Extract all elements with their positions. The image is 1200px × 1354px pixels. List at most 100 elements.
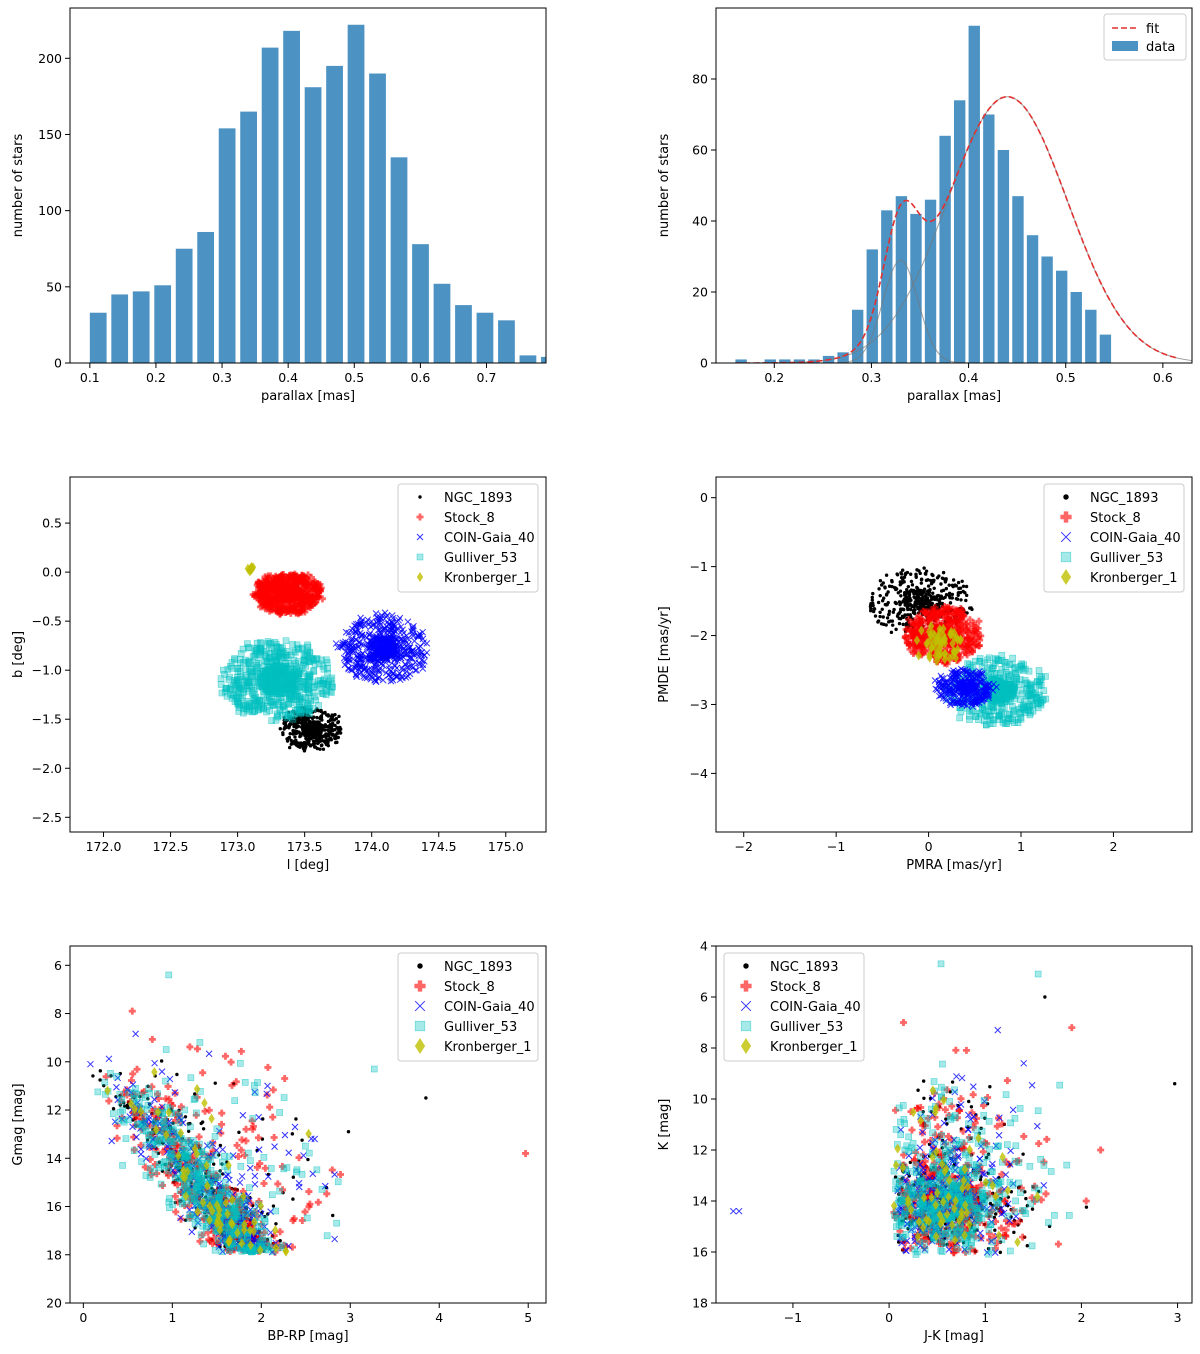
- data-point-ngc-1893: [98, 1078, 102, 1082]
- data-point-ngc-1893: [910, 583, 915, 587]
- data-point-gulliver-53: [957, 708, 965, 715]
- data-point-ngc-1893: [914, 572, 918, 576]
- data-point-gulliver-53: [1009, 702, 1016, 710]
- x-axis-label: parallax [mas]: [261, 389, 355, 404]
- data-point-gulliver-53: [248, 673, 255, 680]
- data-point-gulliver-53: [1009, 654, 1016, 662]
- data-point-ngc-1893: [315, 723, 319, 728]
- data-point-ngc-1893: [186, 1129, 191, 1133]
- data-point-gulliver-53: [1000, 676, 1008, 683]
- data-point-coin-gaia-40: [948, 678, 955, 685]
- data-point-coin-gaia-40: [342, 638, 349, 646]
- data-point-gulliver-53: [225, 676, 233, 683]
- data-point-stock-8: [922, 648, 930, 656]
- x-tick-label: 0: [925, 839, 933, 854]
- data-point-coin-gaia-40: [389, 670, 396, 678]
- histogram-bar: [1085, 309, 1097, 363]
- histogram-bar: [132, 291, 150, 363]
- data-point-coin-gaia-40: [404, 618, 412, 626]
- data-point-gulliver-53: [277, 690, 285, 698]
- data-point-ngc-1893: [869, 607, 873, 611]
- data-point-gulliver-53: [258, 683, 266, 691]
- data-point-gulliver-53: [1019, 667, 1027, 674]
- data-point-gulliver-53: [265, 691, 273, 699]
- data-point-coin-gaia-40: [370, 644, 378, 652]
- data-point-gulliver-53: [1000, 704, 1008, 711]
- data-point-ngc-1893: [921, 602, 925, 607]
- legend-label: Gulliver_53: [444, 551, 517, 566]
- data-point-ngc-1893: [959, 598, 963, 602]
- data-point-gulliver-53: [257, 652, 265, 660]
- data-point-coin-gaia-40: [355, 643, 362, 651]
- data-point-ngc-1893: [333, 723, 337, 728]
- data-point-coin-gaia-40: [382, 613, 390, 621]
- data-point-gulliver-53: [251, 685, 259, 692]
- data-point-coin-gaia-40: [955, 684, 963, 692]
- data-point-gulliver-53: [236, 704, 243, 711]
- data-point-stock-8: [318, 595, 326, 603]
- chart-panel-p4: NGC_1893Stock_8COIN-Gaia_40Gulliver_53Kr…: [657, 476, 1193, 873]
- data-point-gulliver-53: [301, 652, 309, 659]
- data-point-gulliver-53: [1002, 663, 1009, 671]
- data-point-gulliver-53: [998, 697, 1006, 704]
- data-point-stock-8: [945, 605, 953, 613]
- data-point-coin-gaia-40: [346, 648, 354, 656]
- data-point-ngc-1893: [287, 745, 292, 750]
- series-coin-gaia-40: [332, 609, 431, 686]
- data-point-ngc-1893: [311, 715, 316, 719]
- data-point-gulliver-53: [320, 665, 328, 673]
- data-point-coin-gaia-40: [961, 668, 969, 676]
- data-point-coin-gaia-40: [393, 664, 401, 672]
- data-point-gulliver-53: [1028, 684, 1035, 691]
- data-point-coin-gaia-40: [385, 662, 393, 670]
- data-point-gulliver-53: [249, 653, 257, 660]
- data-point-coin-gaia-40: [352, 671, 360, 679]
- data-point-gulliver-53: [258, 640, 265, 647]
- y-tick-label: 150: [38, 127, 62, 142]
- data-point-gulliver-53: [272, 656, 280, 664]
- data-point-coin-gaia-40: [380, 651, 388, 659]
- data-point-ngc-1893: [211, 1162, 216, 1166]
- legend-frame: [397, 483, 539, 593]
- histogram-bar: [584, 358, 601, 363]
- data-point-ngc-1893: [317, 726, 321, 730]
- data-point-ngc-1893: [237, 1130, 241, 1135]
- data-point-ngc-1893: [894, 627, 898, 632]
- data-point-stock-8: [928, 613, 936, 621]
- data-point-ngc-1893: [898, 602, 902, 607]
- data-point-ngc-1893: [964, 593, 969, 598]
- data-point-ngc-1893: [321, 747, 326, 751]
- data-point-gulliver-53: [243, 685, 251, 692]
- data-point-gulliver-53: [224, 666, 232, 673]
- data-point-gulliver-53: [1018, 660, 1025, 668]
- chart-panel-p1: 0.1 0.2 0.3 0.4 0.5 0.6 0.7050100150200paralla…: [11, 7, 601, 404]
- data-point-coin-gaia-40: [984, 682, 992, 690]
- data-point-coin-gaia-40: [969, 678, 977, 685]
- data-point-coin-gaia-40: [347, 666, 354, 674]
- data-point-gulliver-53: [252, 697, 260, 704]
- data-point-coin-gaia-40: [417, 643, 424, 650]
- data-point-coin-gaia-40: [967, 685, 975, 693]
- chart-panel-p5: NGC_1893Stock_8COIN-Gaia_40Gulliver_53Kr…: [11, 945, 547, 1344]
- data-point-stock-8: [285, 603, 293, 611]
- data-point-coin-gaia-40: [963, 667, 971, 675]
- legend-label: Kronberger_1: [444, 571, 532, 586]
- data-point-gulliver-53: [251, 701, 259, 708]
- data-point-kronberger-1: [932, 643, 940, 654]
- data-point-gulliver-53: [273, 644, 281, 651]
- y-tick-label: −0.5: [32, 614, 62, 629]
- data-point-coin-gaia-40: [349, 655, 357, 663]
- data-point-ngc-1893: [926, 589, 930, 593]
- data-point-gulliver-53: [1042, 695, 1050, 703]
- data-point-ngc-1893: [884, 593, 889, 597]
- data-point-gulliver-53: [240, 659, 247, 666]
- data-point-ngc-1893: [897, 616, 901, 621]
- data-point-coin-gaia-40: [411, 637, 418, 645]
- data-point-coin-gaia-40: [413, 666, 420, 674]
- data-point-gulliver-53: [258, 701, 266, 709]
- data-point-ngc-1893: [908, 599, 912, 603]
- data-point-gulliver-53: [273, 690, 281, 697]
- data-point-coin-gaia-40: [351, 628, 359, 635]
- data-point-ngc-1893: [948, 596, 952, 600]
